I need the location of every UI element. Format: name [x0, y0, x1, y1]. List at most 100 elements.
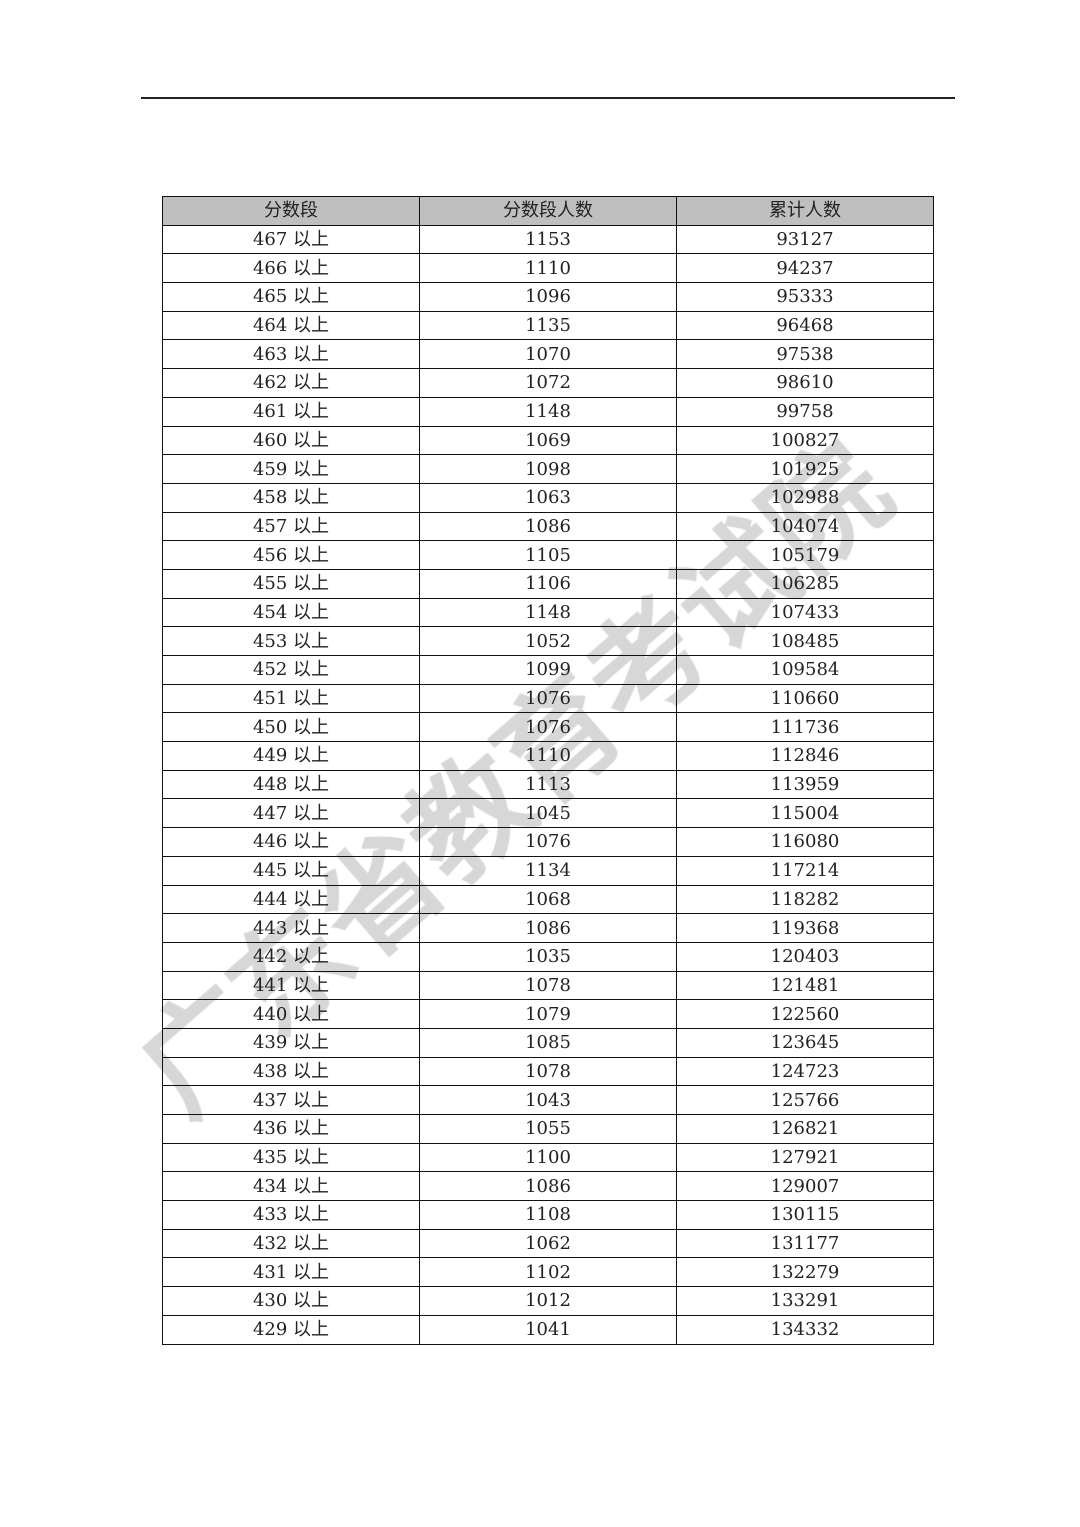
cell-score-range: 451 以上 — [162, 683, 420, 714]
cell-score-range: 452 以上 — [162, 655, 420, 685]
table-row: 433 以上 1108 130115 — [162, 1200, 934, 1230]
cell-cumulative: 131177 — [676, 1228, 934, 1259]
table-row: 451 以上 1076 110660 — [162, 683, 934, 714]
cell-count: 1076 — [419, 827, 677, 857]
header-rule — [141, 97, 955, 99]
cell-score-range: 458 以上 — [162, 482, 420, 513]
table-row: 434 以上 1086 129007 — [162, 1171, 934, 1202]
table-row: 429 以上 1041 134332 — [162, 1314, 934, 1345]
cell-cumulative: 116080 — [676, 827, 934, 857]
table-row: 454 以上 1148 107433 — [162, 597, 934, 628]
cell-count: 1086 — [419, 913, 677, 943]
table-row: 444 以上 1068 118282 — [162, 884, 934, 915]
cell-score-range: 437 以上 — [162, 1085, 420, 1115]
cell-cumulative: 100827 — [676, 425, 934, 456]
cell-count: 1086 — [419, 511, 677, 542]
table-row: 432 以上 1062 131177 — [162, 1228, 934, 1259]
table-row: 448 以上 1113 113959 — [162, 769, 934, 800]
cell-cumulative: 102988 — [676, 482, 934, 513]
table-row: 459 以上 1098 101925 — [162, 454, 934, 484]
table-row: 462 以上 1072 98610 — [162, 368, 934, 398]
cell-count: 1085 — [419, 1027, 677, 1058]
cell-score-range: 464 以上 — [162, 310, 420, 341]
table-row: 439 以上 1085 123645 — [162, 1027, 934, 1058]
cell-cumulative: 97538 — [676, 339, 934, 370]
cell-score-range: 442 以上 — [162, 941, 420, 972]
cell-score-range: 429 以上 — [162, 1314, 420, 1345]
table-row: 463 以上 1070 97538 — [162, 339, 934, 370]
cell-cumulative: 105179 — [676, 540, 934, 570]
cell-score-range: 441 以上 — [162, 970, 420, 1001]
cell-count: 1096 — [419, 282, 677, 312]
cell-cumulative: 133291 — [676, 1286, 934, 1316]
cell-score-range: 456 以上 — [162, 540, 420, 570]
cell-count: 1035 — [419, 941, 677, 972]
cell-cumulative: 130115 — [676, 1200, 934, 1230]
table-row: 464 以上 1135 96468 — [162, 310, 934, 341]
table-row: 441 以上 1078 121481 — [162, 970, 934, 1001]
cell-cumulative: 107433 — [676, 597, 934, 628]
cell-score-range: 453 以上 — [162, 626, 420, 656]
cell-cumulative: 134332 — [676, 1314, 934, 1345]
cell-cumulative: 123645 — [676, 1027, 934, 1058]
cell-cumulative: 115004 — [676, 798, 934, 829]
table-row: 446 以上 1076 116080 — [162, 827, 934, 857]
table-row: 436 以上 1055 126821 — [162, 1114, 934, 1144]
cell-count: 1068 — [419, 884, 677, 915]
cell-count: 1105 — [419, 540, 677, 570]
table-row: 449 以上 1110 112846 — [162, 741, 934, 771]
table-row: 461 以上 1148 99758 — [162, 396, 934, 427]
cell-cumulative: 132279 — [676, 1257, 934, 1288]
table-row: 467 以上 1153 93127 — [162, 224, 934, 255]
score-table: 分数段 分数段人数 累计人数 467 以上 1153 93127 466 以上 1110… — [162, 196, 934, 1345]
cell-cumulative: 96468 — [676, 310, 934, 341]
header-cumulative: 累计人数 — [676, 196, 934, 226]
cell-cumulative: 109584 — [676, 655, 934, 685]
header-count: 分数段人数 — [419, 196, 677, 226]
cell-count: 1045 — [419, 798, 677, 829]
cell-score-range: 449 以上 — [162, 741, 420, 771]
cell-score-range: 439 以上 — [162, 1027, 420, 1058]
cell-count: 1062 — [419, 1228, 677, 1259]
cell-cumulative: 119368 — [676, 913, 934, 943]
cell-cumulative: 117214 — [676, 855, 934, 886]
cell-cumulative: 129007 — [676, 1171, 934, 1202]
cell-score-range: 443 以上 — [162, 913, 420, 943]
cell-cumulative: 112846 — [676, 741, 934, 771]
cell-score-range: 438 以上 — [162, 1056, 420, 1087]
cell-score-range: 432 以上 — [162, 1228, 420, 1259]
cell-score-range: 466 以上 — [162, 253, 420, 284]
table-row: 466 以上 1110 94237 — [162, 253, 934, 284]
cell-count: 1079 — [419, 999, 677, 1029]
cell-count: 1055 — [419, 1114, 677, 1144]
cell-count: 1110 — [419, 253, 677, 284]
table-row: 447 以上 1045 115004 — [162, 798, 934, 829]
cell-score-range: 459 以上 — [162, 454, 420, 484]
table-row: 458 以上 1063 102988 — [162, 482, 934, 513]
cell-cumulative: 110660 — [676, 683, 934, 714]
table-row: 455 以上 1106 106285 — [162, 568, 934, 599]
cell-score-range: 430 以上 — [162, 1286, 420, 1316]
table-row: 450 以上 1076 111736 — [162, 712, 934, 743]
cell-count: 1078 — [419, 970, 677, 1001]
cell-count: 1102 — [419, 1257, 677, 1288]
cell-count: 1148 — [419, 396, 677, 427]
table-row: 442 以上 1035 120403 — [162, 941, 934, 972]
cell-score-range: 460 以上 — [162, 425, 420, 456]
cell-cumulative: 118282 — [676, 884, 934, 915]
cell-cumulative: 101925 — [676, 454, 934, 484]
table-row: 438 以上 1078 124723 — [162, 1056, 934, 1087]
cell-cumulative: 95333 — [676, 282, 934, 312]
cell-count: 1072 — [419, 368, 677, 398]
table-row: 460 以上 1069 100827 — [162, 425, 934, 456]
cell-count: 1098 — [419, 454, 677, 484]
cell-count: 1108 — [419, 1200, 677, 1230]
table-row: 453 以上 1052 108485 — [162, 626, 934, 656]
cell-score-range: 462 以上 — [162, 368, 420, 398]
cell-cumulative: 104074 — [676, 511, 934, 542]
cell-cumulative: 122560 — [676, 999, 934, 1029]
cell-count: 1069 — [419, 425, 677, 456]
cell-count: 1100 — [419, 1142, 677, 1173]
cell-score-range: 447 以上 — [162, 798, 420, 829]
cell-cumulative: 113959 — [676, 769, 934, 800]
